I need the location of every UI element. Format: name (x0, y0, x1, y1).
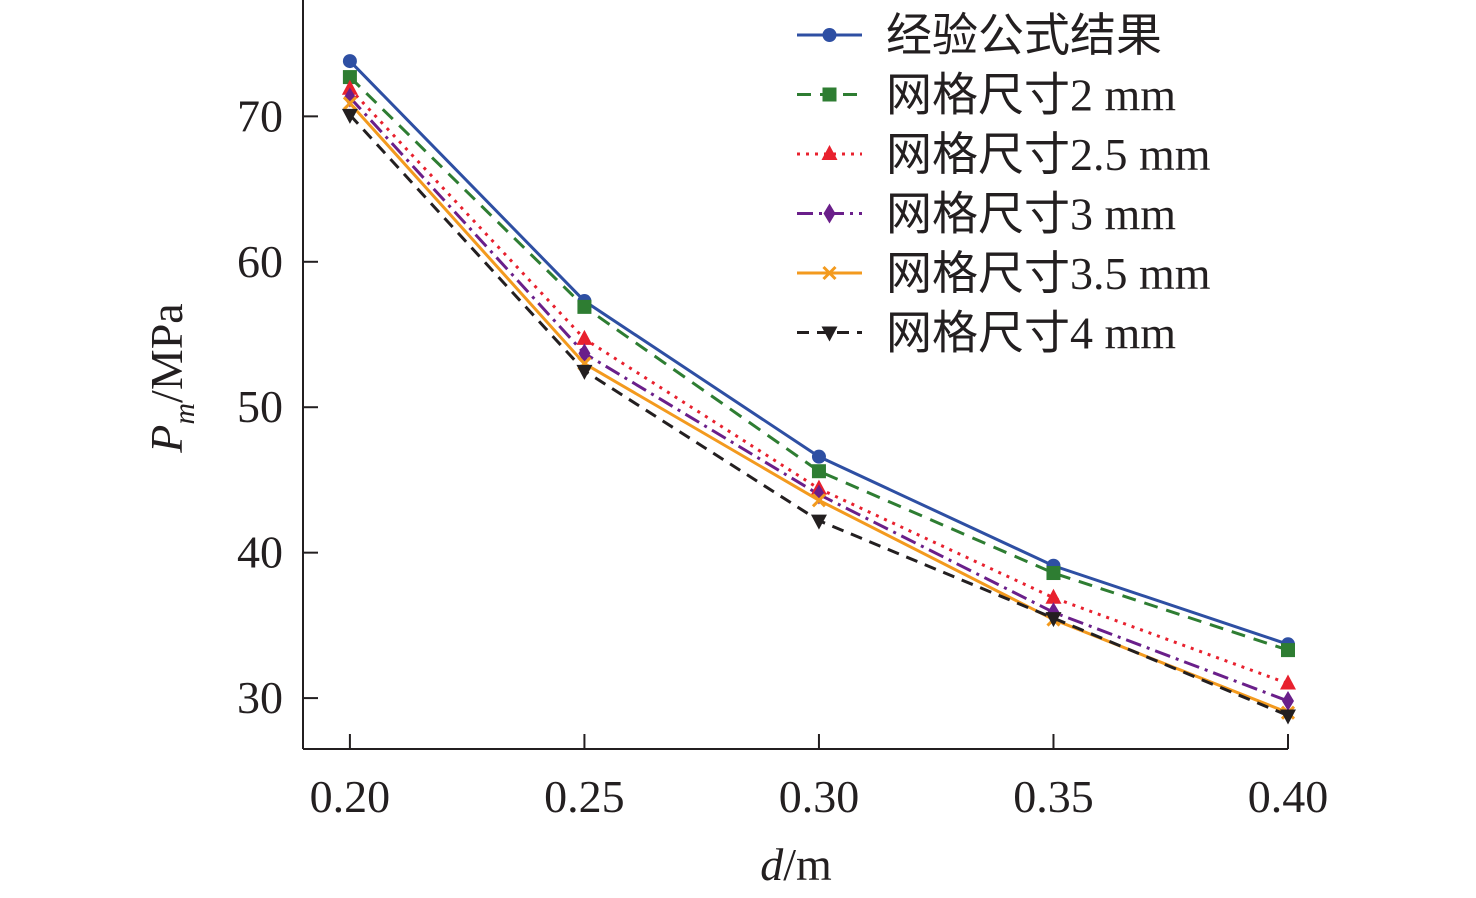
series-point (811, 493, 827, 508)
legend-swatch-marker (822, 265, 837, 281)
series-point (1282, 691, 1294, 712)
series-point (341, 79, 358, 95)
series-point (576, 364, 593, 380)
series-point (1280, 709, 1296, 725)
series-5 (341, 108, 1296, 725)
series-point (577, 299, 592, 314)
series-point (811, 449, 826, 464)
y-tick-label: 30 (237, 672, 283, 723)
y-tick-label: 70 (237, 90, 283, 141)
series-line (348, 76, 1289, 652)
x-tick-label: 0.30 (779, 771, 860, 822)
y-tick-label: 40 (237, 527, 283, 578)
series-point (1045, 588, 1062, 604)
x-ticks: 0.20 0.25 0.30 0.35 0.40 (310, 734, 1329, 822)
legend-swatch-marker (822, 87, 837, 102)
y-tick-label: 60 (237, 236, 283, 287)
legend-item: 经验公式结果 (797, 10, 1162, 61)
series-point (1046, 566, 1061, 581)
series-point (1281, 643, 1295, 658)
x-tick-label: 0.40 (1248, 771, 1329, 822)
x-axis-title: d/m (760, 839, 832, 890)
series-point (810, 514, 827, 530)
series-point (341, 108, 358, 124)
legend-item: 网格尺寸2 mm (797, 70, 1176, 121)
series-point (342, 96, 357, 111)
series-point (343, 87, 356, 108)
series-point (811, 464, 826, 479)
y-tick-label: 50 (237, 381, 283, 432)
y-axis-title-var: P (141, 425, 192, 454)
x-tick-label: 0.35 (1013, 771, 1094, 822)
y-axis-title: Pm/MPa (141, 303, 201, 453)
legend-label: 网格尺寸4 mm (886, 308, 1176, 359)
axes: 30 40 50 60 70 0.20 0.25 0.30 0.35 0.40 (237, 0, 1328, 822)
series-3 (343, 87, 1294, 712)
y-axis-title-unit: /MPa (141, 303, 192, 403)
legend-label: 网格尺寸2.5 mm (886, 129, 1211, 180)
legend-swatch-marker (823, 203, 836, 224)
legend-label: 网格尺寸3 mm (886, 189, 1176, 240)
y-ticks: 30 40 50 60 70 (237, 90, 318, 723)
x-tick-label: 0.25 (544, 771, 625, 822)
legend-swatch-marker (821, 326, 838, 342)
series-point (1045, 612, 1062, 628)
series-1 (342, 70, 1295, 658)
series-0 (342, 54, 1295, 652)
legend-swatch-marker (822, 28, 837, 42)
x-axis-title-var: d (760, 839, 784, 890)
x-tick-label: 0.20 (310, 771, 391, 822)
legend-label: 网格尺寸2 mm (886, 70, 1176, 121)
series-point (342, 70, 357, 85)
legend-label: 网格尺寸3.5 mm (886, 248, 1211, 299)
series-point (1280, 674, 1296, 690)
plot-area (341, 54, 1296, 725)
series-point (576, 329, 593, 345)
legend-swatch-marker (821, 145, 838, 160)
legend-item: 网格尺寸4 mm (797, 308, 1176, 359)
legend-label: 经验公式结果 (886, 10, 1162, 61)
x-axis-title-unit: /m (783, 839, 832, 890)
legend-item: 网格尺寸3 mm (797, 189, 1176, 240)
y-axis-title-sub: m (168, 403, 201, 425)
legend-item: 网格尺寸2.5 mm (797, 129, 1211, 180)
series-point (342, 54, 357, 69)
legend-item: 网格尺寸3.5 mm (797, 248, 1211, 299)
